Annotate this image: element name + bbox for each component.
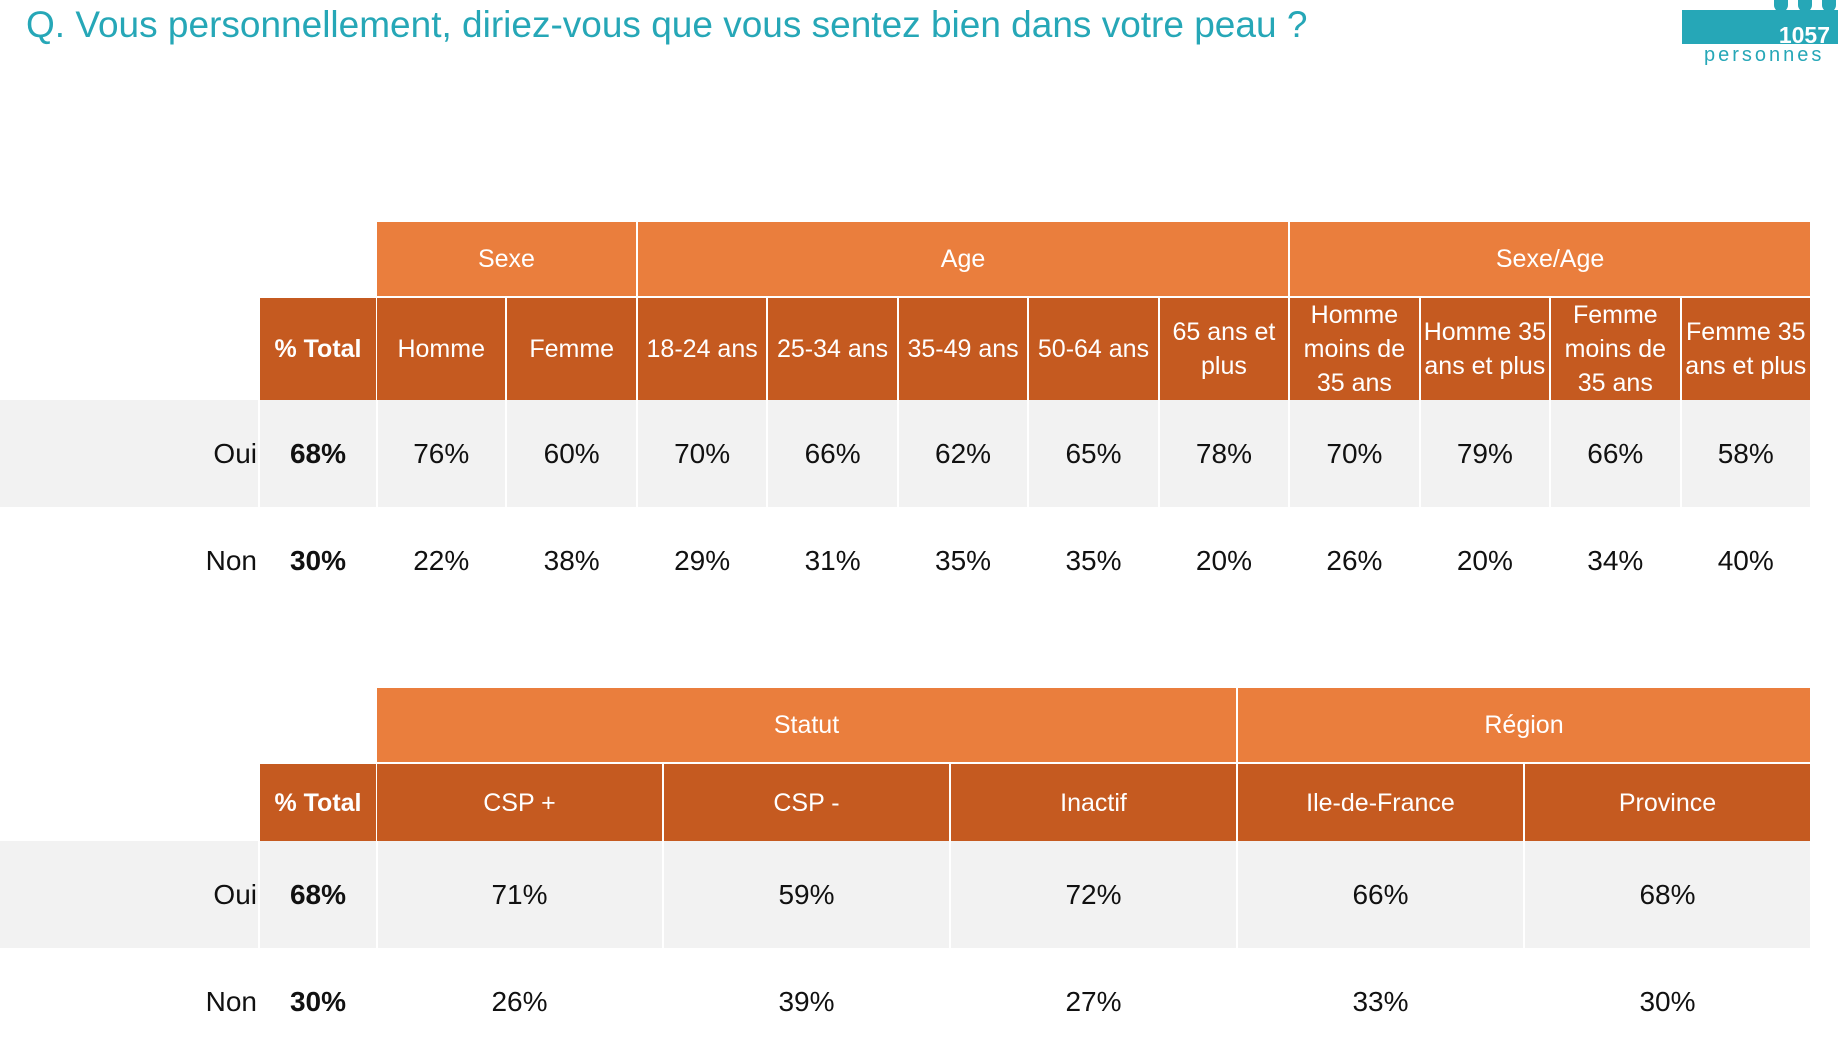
data-cell: 22% xyxy=(413,544,470,576)
column-divider xyxy=(949,841,951,948)
data-cell: 62% xyxy=(935,437,992,469)
data-cell: 79% xyxy=(1456,437,1513,469)
data-cell: 40% xyxy=(1717,544,1774,576)
column-header: Femme 35 ans et plus xyxy=(1681,298,1810,400)
question-title: Q. Vous personnellement, diriez-vous que… xyxy=(26,4,1308,45)
data-cell: 70% xyxy=(674,437,731,469)
column-divider xyxy=(896,400,899,507)
data-cell: 38% xyxy=(543,544,600,576)
group-header-sexe: Sexe xyxy=(377,222,636,296)
column-header: Inactif xyxy=(951,764,1236,841)
data-cell: 66% xyxy=(1352,878,1409,910)
group-header-age: Age xyxy=(637,222,1289,296)
column-divider xyxy=(1027,400,1030,507)
column-divider xyxy=(1418,400,1421,507)
row-label-oui: Oui xyxy=(213,878,257,910)
column-header: Homme 35 ans et plus xyxy=(1420,298,1550,400)
column-divider xyxy=(258,841,260,948)
data-cell: 70% xyxy=(1326,437,1383,469)
sample-label: personnes xyxy=(1704,44,1825,66)
column-divider xyxy=(505,400,508,507)
data-cell: 29% xyxy=(674,544,731,576)
data-cell: 31% xyxy=(804,544,861,576)
column-divider xyxy=(1236,841,1238,948)
sample-count-box: 1057 xyxy=(1682,10,1838,48)
data-cell: 65% xyxy=(1065,437,1122,469)
column-header: Homme xyxy=(377,298,506,400)
row-label-oui: Oui xyxy=(213,437,257,469)
person-icon xyxy=(1798,0,1812,12)
total-value: 68% xyxy=(289,878,347,910)
data-cell: 76% xyxy=(413,437,470,469)
data-cell: 78% xyxy=(1195,437,1252,469)
column-header: CSP + xyxy=(377,764,662,841)
data-cell: 33% xyxy=(1352,985,1409,1017)
total-value: 30% xyxy=(289,544,347,576)
total-value: 68% xyxy=(289,437,347,469)
total-column-header: % Total xyxy=(260,764,376,841)
data-cell: 27% xyxy=(1065,985,1122,1017)
column-divider xyxy=(1679,400,1682,507)
column-header: Homme moins de 35 ans xyxy=(1290,298,1419,400)
data-cell: 20% xyxy=(1195,544,1252,576)
sample-size-badge: 1057 personnes xyxy=(1682,0,1838,70)
column-header: CSP - xyxy=(664,764,949,841)
data-cell: 66% xyxy=(1587,437,1644,469)
column-header: 18-24 ans xyxy=(637,298,767,400)
data-cell: 58% xyxy=(1717,437,1774,469)
data-cell: 35% xyxy=(1065,544,1122,576)
column-header: 35-49 ans xyxy=(898,298,1028,400)
column-divider xyxy=(1810,400,1812,507)
group-header-sexe-age: Sexe/Age xyxy=(1290,222,1810,296)
row-label-non: Non xyxy=(205,985,257,1017)
data-cell: 59% xyxy=(778,878,835,910)
data-cell: 60% xyxy=(543,437,600,469)
column-header: 65 ans et plus xyxy=(1159,298,1289,400)
data-cell: 20% xyxy=(1456,544,1513,576)
data-cell: 66% xyxy=(804,437,861,469)
data-cell: 71% xyxy=(491,878,548,910)
column-header: Femme xyxy=(507,298,636,400)
column-divider xyxy=(662,841,664,948)
sample-count: 1057 xyxy=(1778,22,1830,48)
column-divider xyxy=(376,400,378,507)
group-header-r-gion: Région xyxy=(1238,688,1810,762)
column-divider xyxy=(258,400,260,507)
column-divider xyxy=(1157,400,1160,507)
column-header: Femme moins de 35 ans xyxy=(1551,298,1680,400)
total-column-header: % Total xyxy=(260,298,376,400)
data-cell: 39% xyxy=(778,985,835,1017)
data-cell: 35% xyxy=(935,544,992,576)
total-value: 30% xyxy=(289,985,347,1017)
data-cell: 68% xyxy=(1639,878,1696,910)
column-divider xyxy=(376,841,378,948)
person-icon xyxy=(1774,0,1788,12)
data-cell: 26% xyxy=(1326,544,1383,576)
column-header: 50-64 ans xyxy=(1029,298,1158,400)
row-stripe xyxy=(0,841,1812,948)
column-divider xyxy=(1288,400,1291,507)
column-divider xyxy=(766,400,769,507)
data-cell: 72% xyxy=(1065,878,1122,910)
data-cell: 26% xyxy=(491,985,548,1017)
row-stripe xyxy=(0,400,1812,507)
column-header: 25-34 ans xyxy=(768,298,897,400)
column-divider xyxy=(1523,841,1525,948)
data-cell: 34% xyxy=(1587,544,1644,576)
row-label-non: Non xyxy=(205,544,257,576)
person-icon xyxy=(1822,0,1836,12)
column-divider xyxy=(635,400,638,507)
group-header-statut: Statut xyxy=(377,688,1236,762)
column-header: Ile-de-France xyxy=(1238,764,1523,841)
data-cell: 30% xyxy=(1639,985,1696,1017)
column-divider xyxy=(1549,400,1552,507)
column-header: Province xyxy=(1525,764,1810,841)
column-divider xyxy=(1810,841,1812,948)
